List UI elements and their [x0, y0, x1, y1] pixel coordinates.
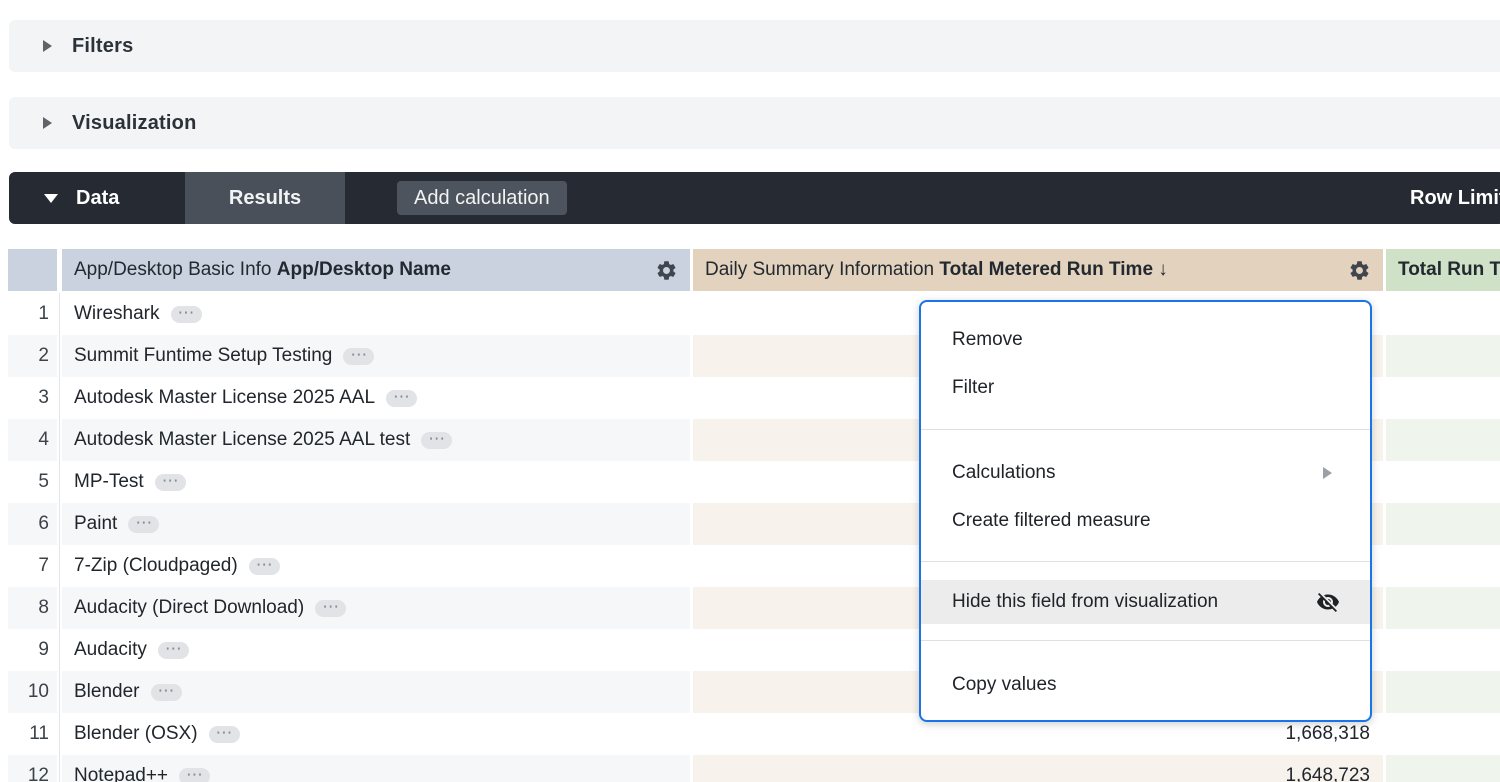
cell-total-run-time[interactable] [1386, 671, 1500, 713]
row-number: 10 [8, 671, 57, 713]
ellipsis-menu-icon[interactable]: ⋯ [157, 640, 189, 659]
row-limit-label: Row Limit [1410, 186, 1500, 209]
ellipsis-menu-icon[interactable]: ⋯ [128, 514, 160, 533]
menu-divider [921, 561, 1370, 562]
cell-total-run-time[interactable] [1386, 335, 1500, 377]
cell-app-name[interactable]: Blender (OSX) ⋯ [62, 713, 690, 755]
cell-app-name[interactable]: Blender ⋯ [62, 671, 690, 713]
ellipsis-menu-icon[interactable]: ⋯ [315, 598, 347, 617]
table-row: 9 Audacity ⋯ [0, 629, 1500, 671]
row-number: 3 [38, 387, 49, 408]
ellipsis-menu-icon[interactable]: ⋯ [248, 556, 280, 575]
gear-icon[interactable] [1348, 259, 1371, 282]
table-row: 3 Autodesk Master License 2025 AAL ⋯ [0, 377, 1500, 419]
ellipsis-menu-icon[interactable]: ⋯ [343, 346, 375, 365]
visibility-off-icon [1317, 593, 1339, 612]
visualization-panel-label: Visualization [72, 111, 197, 134]
menu-divider [921, 640, 1370, 641]
ellipsis-menu-icon[interactable]: ⋯ [179, 766, 211, 782]
sort-desc-arrow: ↓ [1158, 259, 1168, 280]
ellipsis-menu-icon[interactable]: ⋯ [386, 388, 418, 407]
cell-app-name[interactable]: Audacity (Direct Download) ⋯ [62, 587, 690, 629]
cell-metered-run-time[interactable]: 1,668,318 [1285, 723, 1370, 744]
visualization-panel[interactable]: Visualization [9, 97, 1500, 149]
chevron-right-icon [43, 117, 52, 129]
row-number: 9 [38, 639, 49, 660]
column-header-total-run-time[interactable]: Total Run Ti [1386, 249, 1500, 291]
menu-item-hide-field-from-visualization[interactable]: Hide this field from visualization [921, 580, 1370, 624]
cell-app-name[interactable]: Notepad++ ⋯ [62, 755, 690, 782]
cell-total-run-time[interactable] [1386, 587, 1500, 629]
ellipsis-menu-icon[interactable]: ⋯ [150, 682, 182, 701]
row-number: 8 [8, 587, 57, 629]
cell-app-name[interactable]: MP-Test ⋯ [62, 461, 690, 503]
menu-item-remove[interactable]: Remove [952, 329, 1023, 350]
cell-app-name[interactable]: Wireshark ⋯ [62, 293, 690, 335]
ellipsis-menu-icon[interactable]: ⋯ [208, 724, 240, 743]
cell-app-name[interactable]: Autodesk Master License 2025 AAL ⋯ [62, 377, 690, 419]
add-calculation-button[interactable]: Add calculation [397, 181, 567, 215]
table-header-row: App/Desktop Basic Info App/Desktop Name … [0, 249, 1500, 291]
menu-item-create-filtered-measure[interactable]: Create filtered measure [952, 510, 1151, 531]
cell-total-run-time[interactable] [1386, 503, 1500, 545]
table-row: 12 Notepad++ ⋯ 1,648,723 [0, 755, 1500, 782]
table-row: 7 7-Zip (Cloudpaged) ⋯ [0, 545, 1500, 587]
cell-app-name[interactable]: Summit Funtime Setup Testing ⋯ [62, 335, 690, 377]
cell-app-name[interactable]: Audacity ⋯ [62, 629, 690, 671]
data-section-label: Data [76, 186, 120, 209]
row-number: 7 [38, 555, 49, 576]
ellipsis-menu-icon[interactable]: ⋯ [170, 304, 202, 323]
cell-total-run-time[interactable] [1386, 377, 1500, 419]
cell-total-run-time[interactable] [1386, 461, 1500, 503]
tab-results[interactable]: Results [185, 172, 345, 224]
cell-app-name[interactable]: Autodesk Master License 2025 AAL test ⋯ [62, 419, 690, 461]
cell-total-run-time[interactable] [1386, 545, 1500, 587]
cell-app-name[interactable]: Paint ⋯ [62, 503, 690, 545]
submenu-arrow-icon [1323, 467, 1332, 479]
row-number: 4 [8, 419, 57, 461]
ellipsis-menu-icon[interactable]: ⋯ [421, 430, 453, 449]
table-row: 1 Wireshark ⋯ [0, 293, 1500, 335]
column-header-label: Daily Summary Information Total Metered … [705, 259, 1168, 280]
column-header-total-metered-run-time[interactable]: Daily Summary Information Total Metered … [693, 249, 1383, 291]
column-divider [59, 293, 60, 782]
field-context-menu: Remove Filter Calculations Create filter… [919, 300, 1372, 722]
column-header-label: App/Desktop Basic Info App/Desktop Name [74, 259, 451, 280]
table-row: 11 Blender (OSX) ⋯ 1,668,318 [0, 713, 1500, 755]
row-number: 6 [8, 503, 57, 545]
cell-metered-run-time[interactable]: 1,648,723 [693, 755, 1383, 782]
row-number: 2 [8, 335, 57, 377]
row-number: 11 [29, 723, 49, 744]
chevron-down-icon [44, 193, 58, 203]
column-header-app-desktop-name[interactable]: App/Desktop Basic Info App/Desktop Name [62, 249, 690, 291]
cell-app-name[interactable]: 7-Zip (Cloudpaged) ⋯ [62, 545, 690, 587]
row-number: 5 [38, 471, 49, 492]
menu-item-calculations[interactable]: Calculations [921, 449, 1370, 497]
filters-panel-label: Filters [72, 34, 134, 57]
menu-item-copy-values[interactable]: Copy values [952, 674, 1057, 695]
chevron-right-icon [43, 40, 52, 52]
row-number-header [8, 249, 57, 291]
data-bar: Data Results Add calculation Row Limit [9, 172, 1500, 224]
row-number: 12 [8, 755, 57, 782]
table-row: 5 MP-Test ⋯ [0, 461, 1500, 503]
cell-total-run-time[interactable] [1386, 755, 1500, 782]
menu-item-filter[interactable]: Filter [952, 377, 995, 398]
cell-total-run-time[interactable] [1386, 629, 1500, 671]
cell-total-run-time[interactable] [1386, 293, 1500, 335]
cell-total-run-time[interactable] [1386, 713, 1500, 755]
filters-panel[interactable]: Filters [9, 20, 1500, 72]
cell-total-run-time[interactable] [1386, 419, 1500, 461]
menu-divider [921, 429, 1370, 430]
row-number: 1 [38, 303, 49, 324]
ellipsis-menu-icon[interactable]: ⋯ [154, 472, 186, 491]
data-section-toggle[interactable]: Data [9, 172, 119, 224]
gear-icon[interactable] [655, 259, 678, 282]
